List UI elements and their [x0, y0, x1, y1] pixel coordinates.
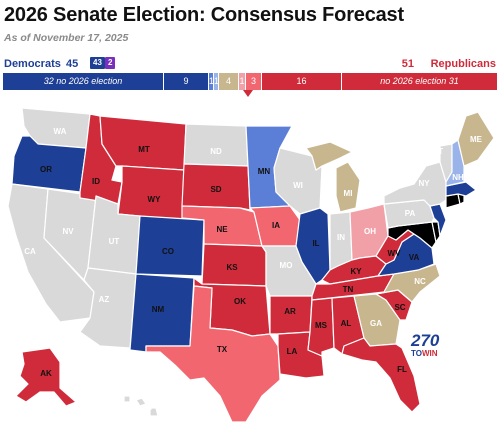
state-label-mo: MO	[280, 261, 293, 270]
state-label-ar: AR	[284, 307, 296, 316]
state-label-ut: UT	[109, 237, 120, 246]
state-label-ks: KS	[226, 263, 238, 272]
state-label-az: AZ	[99, 295, 110, 304]
bar-tossup[interactable]: 4	[219, 73, 239, 90]
bar-safe-r[interactable]: 16	[262, 73, 342, 90]
state-label-nc: NC	[414, 277, 426, 286]
state-label-tn: TN	[343, 285, 354, 294]
state-label-mn: MN	[258, 167, 271, 176]
state-label-mt: MT	[138, 145, 150, 154]
state-label-ca: CA	[24, 247, 36, 256]
bar-lean-r[interactable]: 1	[239, 73, 246, 90]
state-wy[interactable]	[117, 165, 185, 221]
state-label-vt: VT	[433, 147, 443, 156]
state-label-id: ID	[92, 177, 100, 186]
democrats-count-badge: 43	[90, 57, 105, 69]
state-label-in: IN	[337, 233, 345, 242]
state-tx[interactable]	[145, 285, 281, 423]
page-title: 2026 Senate Election: Consensus Forecast	[4, 4, 404, 26]
state-label-oh: OH	[364, 227, 376, 236]
bar-safe-d[interactable]: 9	[164, 73, 209, 90]
state-label-ny: NY	[418, 179, 430, 188]
state-label-wv: WV	[388, 249, 402, 258]
state-label-la: LA	[287, 347, 298, 356]
state-ak[interactable]	[15, 347, 77, 407]
independents-count-badge: 2	[105, 57, 116, 69]
republicans-label: Republicans	[430, 58, 496, 70]
state-label-ak: AK	[40, 369, 52, 378]
state-label-ky: KY	[350, 267, 362, 276]
state-label-hi: HI	[144, 403, 152, 412]
state-label-sc: SC	[394, 303, 405, 312]
state-label-wi: WI	[293, 181, 303, 190]
totals-row: Democrats 45 43 2 51 Republicans	[4, 56, 496, 72]
state-label-ms: MS	[315, 321, 328, 330]
state-label-ga: GA	[370, 319, 382, 328]
state-label-ia: IA	[272, 221, 280, 230]
state-co[interactable]	[135, 215, 205, 277]
logo-number: 270	[411, 331, 440, 350]
state-fl[interactable]	[341, 337, 421, 413]
270towin-logo[interactable]: 270 TOWIN	[411, 332, 451, 358]
bar-likely-d[interactable]: 1	[209, 73, 214, 90]
state-label-il: IL	[312, 239, 319, 248]
state-label-co: CO	[162, 247, 174, 256]
page-subtitle: As of November 17, 2025	[4, 32, 129, 44]
state-hi[interactable]	[123, 395, 159, 417]
democrats-total: 45	[66, 58, 79, 70]
state-label-wy: WY	[148, 195, 162, 204]
republicans-total: 51	[401, 58, 414, 70]
state-label-pa: PA	[405, 209, 416, 218]
majority-marker-icon	[243, 90, 253, 97]
state-ny[interactable]	[383, 161, 447, 207]
state-label-wa: WA	[54, 127, 67, 136]
state-label-nh: NH	[452, 173, 464, 182]
state-mt[interactable]	[99, 115, 187, 171]
bar-dem-no-election[interactable]: 32 no 2026 election	[3, 73, 164, 90]
democrats-label: Democrats	[4, 58, 61, 70]
logo-text: TOWIN	[411, 349, 438, 358]
state-ma[interactable]	[445, 181, 477, 197]
state-label-tx: TX	[217, 345, 228, 354]
state-mi[interactable]	[305, 141, 361, 213]
bar-rep-no-election[interactable]: no 2026 election 31	[342, 73, 497, 90]
state-label-nv: NV	[62, 227, 74, 236]
state-label-nd: ND	[210, 147, 222, 156]
bar-likely-r[interactable]: 3	[246, 73, 262, 90]
state-label-mi: MI	[344, 189, 353, 198]
state-label-fl: FL	[397, 365, 407, 374]
state-me[interactable]	[457, 111, 495, 167]
seat-balance-bar: 32 no 2026 election 9 1 1 4 1 3 16 no 20…	[3, 73, 497, 90]
state-label-nm: NM	[152, 305, 165, 314]
state-label-va: VA	[409, 253, 420, 262]
state-label-al: AL	[341, 319, 352, 328]
state-label-ne: NE	[216, 225, 228, 234]
state-label-or: OR	[40, 165, 52, 174]
state-label-sd: SD	[210, 185, 221, 194]
bar-lean-d[interactable]: 1	[214, 73, 219, 90]
us-map: WA OR CA NV ID MT WY UT AZ CO NM ND SD N…	[0, 96, 500, 426]
state-label-me: ME	[470, 135, 483, 144]
state-label-ok: OK	[234, 297, 246, 306]
state-nd[interactable]	[183, 123, 249, 167]
